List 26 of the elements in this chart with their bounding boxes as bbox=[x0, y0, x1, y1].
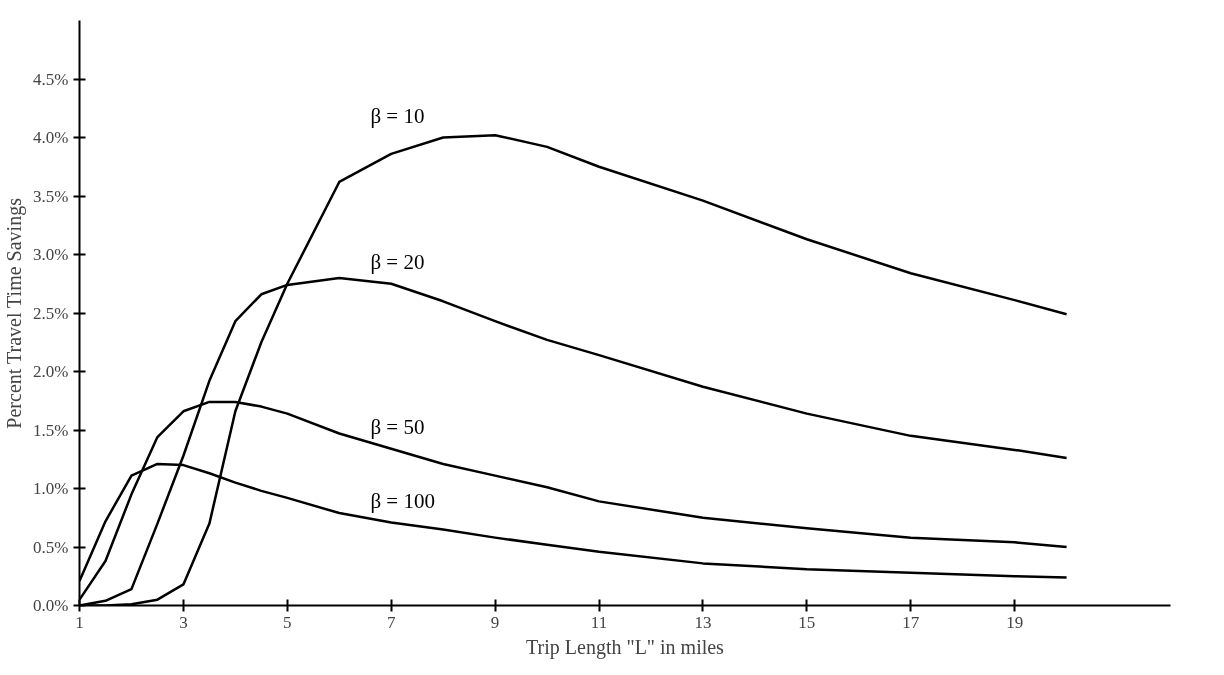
y-axis-title: Percent Travel Time Savings bbox=[3, 197, 27, 429]
y-tick-label: 0.5% bbox=[33, 537, 69, 557]
y-tick-label: 3.5% bbox=[33, 186, 69, 206]
series-label: β = 100 bbox=[370, 489, 435, 514]
x-tick-label: 13 bbox=[694, 612, 712, 632]
x-tick-label: 17 bbox=[902, 612, 920, 632]
y-tick-label: 0.0% bbox=[33, 596, 69, 615]
x-tick-label: 9 bbox=[490, 612, 500, 632]
x-tick-label: 1 bbox=[75, 612, 84, 632]
y-tick-label: 4.0% bbox=[33, 128, 69, 147]
series-label: β = 20 bbox=[370, 250, 425, 275]
y-tick-label: 4.5% bbox=[33, 69, 69, 89]
y-tick-label: 3.0% bbox=[33, 245, 69, 264]
y-tick-label: 2.0% bbox=[33, 362, 69, 381]
y-tick-label: 1.0% bbox=[33, 479, 69, 498]
x-tick-label: 11 bbox=[590, 612, 608, 632]
x-tick-label: 7 bbox=[386, 612, 396, 632]
x-tick-label: 5 bbox=[283, 612, 292, 632]
series-label: β = 50 bbox=[370, 415, 425, 440]
series-label: β = 10 bbox=[370, 104, 425, 129]
x-tick-label: 3 bbox=[179, 612, 188, 632]
x-tick-label: 15 bbox=[798, 612, 816, 632]
x-axis-title: Trip Length "L" in miles bbox=[526, 635, 725, 659]
y-tick-label: 1.5% bbox=[33, 420, 69, 440]
y-tick-label: 2.5% bbox=[33, 303, 69, 323]
x-tick-label: 19 bbox=[1006, 612, 1024, 632]
